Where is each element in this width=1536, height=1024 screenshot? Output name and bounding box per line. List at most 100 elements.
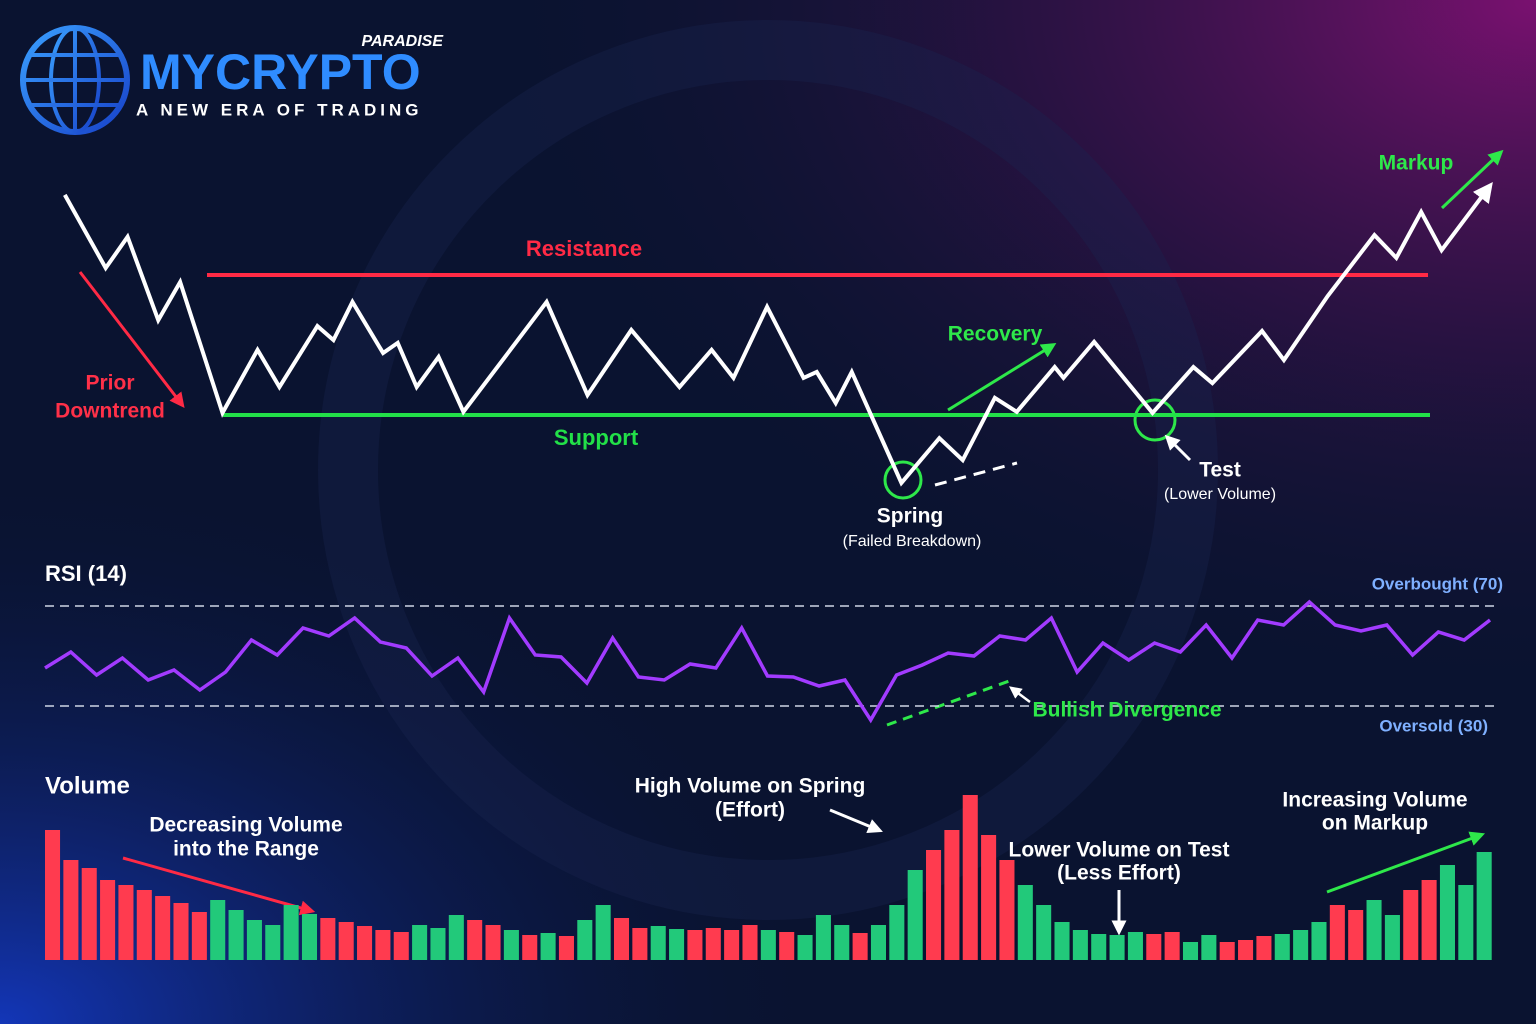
volume-bar [320, 918, 336, 960]
volume-bar [246, 920, 262, 960]
volume-bar [375, 930, 391, 960]
volume-bar [705, 928, 721, 960]
volume-bar [815, 915, 831, 960]
volume-bar [613, 918, 630, 960]
volume-bar [467, 920, 483, 960]
volume-bar [632, 928, 648, 960]
volume-bar [779, 932, 795, 960]
volume-bar [63, 860, 79, 960]
volume-bar [503, 930, 519, 960]
volume-bar [283, 905, 299, 960]
logo-brand: MYCRYPTO [140, 44, 421, 100]
volume-bar [724, 930, 740, 960]
annotation: (Effort) [715, 799, 785, 822]
volume-bar [357, 926, 373, 960]
volume-bar [742, 925, 758, 960]
volume-bar [1421, 880, 1437, 960]
arrow [122, 856, 316, 916]
arrow [1164, 434, 1192, 462]
chart-marks: Resistance Support Overbought (70) Oversold… [44, 181, 1503, 960]
volume-bar [301, 914, 318, 960]
volume-bar [1146, 934, 1162, 960]
volume-bar [577, 920, 593, 960]
volume-bar [1366, 900, 1382, 960]
level-label: Support [554, 425, 639, 450]
volume-bar [485, 925, 501, 960]
volume-bar [1348, 910, 1364, 960]
volume-bar [81, 868, 97, 960]
volume-bar [962, 795, 978, 960]
volume-bar [1109, 935, 1125, 960]
volume-bar [1164, 932, 1180, 960]
arrow [829, 808, 883, 834]
highlight-circle [883, 460, 923, 500]
volume-bar [1127, 932, 1143, 960]
volume-bar [45, 830, 61, 960]
volume-bar [944, 830, 960, 960]
volume-bar [1439, 865, 1455, 960]
volume-bar [669, 929, 685, 960]
annotation: Downtrend [55, 400, 165, 423]
annotations: Prior Downtrend Recovery Spring (Failed … [45, 152, 1468, 885]
volume-bar [228, 910, 244, 960]
volume-bar [210, 900, 226, 960]
volume-bar [1384, 915, 1400, 960]
volume-bar [1072, 930, 1088, 960]
decorations [78, 149, 1504, 936]
volume-bar [1238, 940, 1254, 960]
price-line [63, 181, 1493, 487]
volume-bar [1091, 934, 1107, 960]
arrow [1326, 831, 1486, 894]
volume-bar [1403, 890, 1419, 960]
volume-bar [834, 925, 850, 960]
annotation: Decreasing Volume [149, 814, 342, 837]
arrow [1009, 686, 1031, 703]
volume-bar [797, 935, 813, 960]
volume-bar [870, 925, 886, 960]
volume-bar [1017, 885, 1033, 960]
volume-bar [1201, 935, 1217, 960]
annotation: (Less Effort) [1057, 862, 1181, 885]
annotation: Bullish Divergence [1032, 699, 1221, 722]
volume-bar [1256, 936, 1272, 960]
annotation: (Failed Breakdown) [843, 533, 982, 550]
logo: PARADISE MYCRYPTO A NEW ERA OF TRADING [20, 25, 445, 135]
volume-bar [926, 850, 942, 960]
annotation: Increasing Volume [1282, 789, 1467, 812]
volume-bar [393, 932, 409, 960]
annotation: High Volume on Spring [635, 775, 866, 798]
volume-bar [687, 930, 703, 960]
volume-bar [999, 860, 1015, 960]
volume-bar [595, 905, 611, 960]
volume-bar [1329, 905, 1345, 960]
arrow [1440, 149, 1504, 210]
annotation: Markup [1379, 152, 1454, 175]
annotation: Prior [85, 372, 134, 395]
volume-bar [889, 905, 905, 960]
dashed-trend [934, 461, 1018, 487]
panel-title: Volume [45, 772, 130, 799]
level-label: Resistance [526, 236, 642, 261]
logo-tag: PARADISE [362, 33, 445, 50]
annotation: Lower Volume on Test [1009, 839, 1230, 862]
annotation: on Markup [1322, 812, 1428, 835]
dashed-trend [886, 678, 1013, 727]
volume-bar [1219, 942, 1235, 960]
annotation: Spring [877, 505, 944, 528]
volume-bar [522, 935, 538, 960]
volume-bar [1274, 934, 1290, 960]
volume-bar [136, 890, 152, 960]
volume-bar [448, 915, 464, 960]
logo-slogan: A NEW ERA OF TRADING [136, 100, 423, 119]
rsi-level-label: Oversold (30) [1379, 716, 1488, 735]
volume-bar [412, 925, 428, 960]
rsi-level-label: Overbought (70) [1372, 574, 1503, 593]
annotation: into the Range [173, 838, 319, 861]
volume-bar [265, 925, 281, 960]
volume-bar [540, 933, 556, 960]
panel-title: RSI (14) [45, 561, 127, 586]
volume-bar [1182, 942, 1199, 960]
volume-bar [1311, 922, 1327, 960]
